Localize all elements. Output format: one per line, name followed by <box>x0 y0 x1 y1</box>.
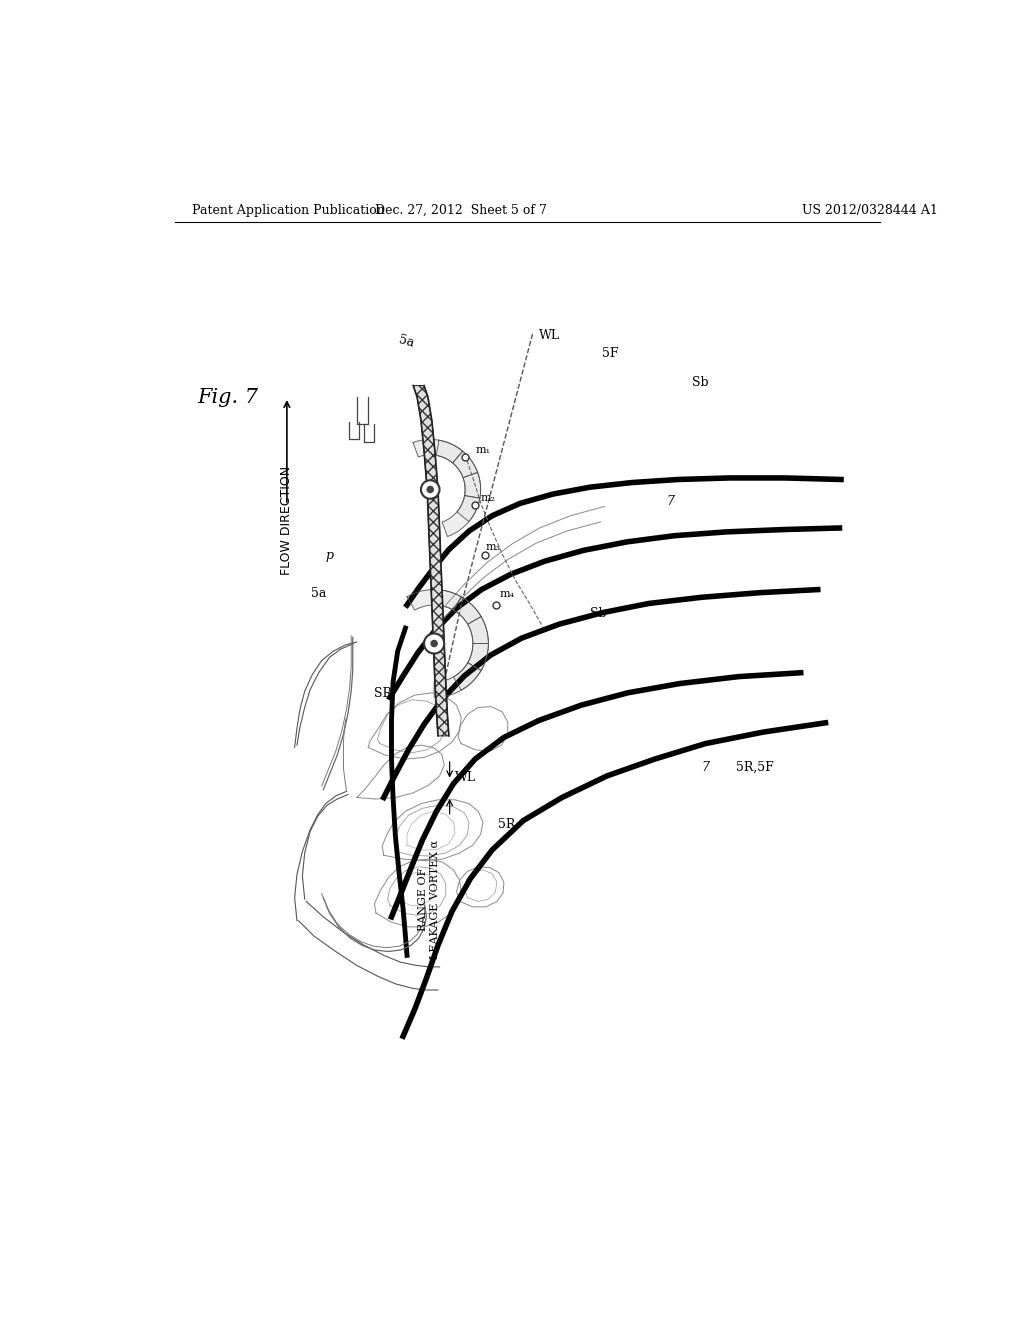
Polygon shape <box>468 616 488 671</box>
Text: 5a: 5a <box>397 334 416 350</box>
Polygon shape <box>434 590 481 624</box>
Text: m₁: m₁ <box>475 445 490 454</box>
Text: 7: 7 <box>701 760 710 774</box>
Text: m₂: m₂ <box>480 494 496 503</box>
Polygon shape <box>457 473 480 521</box>
Text: Sb: Sb <box>590 607 606 619</box>
Text: FLOW DIRECTION: FLOW DIRECTION <box>281 466 293 576</box>
Text: RANGE OF
LEAKAGE VORTEX α: RANGE OF LEAKAGE VORTEX α <box>418 840 439 960</box>
Text: m₄: m₄ <box>500 589 515 599</box>
Polygon shape <box>414 385 449 737</box>
Text: US 2012/0328444 A1: US 2012/0328444 A1 <box>802 205 938 218</box>
Text: m₃: m₃ <box>486 541 501 552</box>
Text: WL: WL <box>539 330 560 342</box>
Text: Fig. 7: Fig. 7 <box>198 388 259 407</box>
Circle shape <box>424 634 444 653</box>
Text: Sb: Sb <box>692 376 709 388</box>
Polygon shape <box>454 644 488 690</box>
Text: 5a: 5a <box>311 587 327 601</box>
Polygon shape <box>453 451 480 498</box>
Text: Patent Application Publication: Patent Application Publication <box>191 205 384 218</box>
Text: SR: SR <box>375 688 392 701</box>
Polygon shape <box>442 495 480 536</box>
Polygon shape <box>407 590 461 610</box>
Text: 5F: 5F <box>602 347 618 360</box>
Text: WL: WL <box>455 771 476 784</box>
Circle shape <box>431 640 437 647</box>
Polygon shape <box>413 440 463 463</box>
Text: 5R,5F: 5R,5F <box>736 760 774 774</box>
Polygon shape <box>434 663 481 697</box>
Polygon shape <box>436 440 477 478</box>
Text: Dec. 27, 2012  Sheet 5 of 7: Dec. 27, 2012 Sheet 5 of 7 <box>376 205 547 218</box>
Text: 5R: 5R <box>499 818 516 832</box>
Text: 7: 7 <box>667 495 675 508</box>
Circle shape <box>427 486 433 492</box>
Circle shape <box>421 480 439 499</box>
Text: p: p <box>326 549 334 562</box>
Polygon shape <box>454 597 488 644</box>
